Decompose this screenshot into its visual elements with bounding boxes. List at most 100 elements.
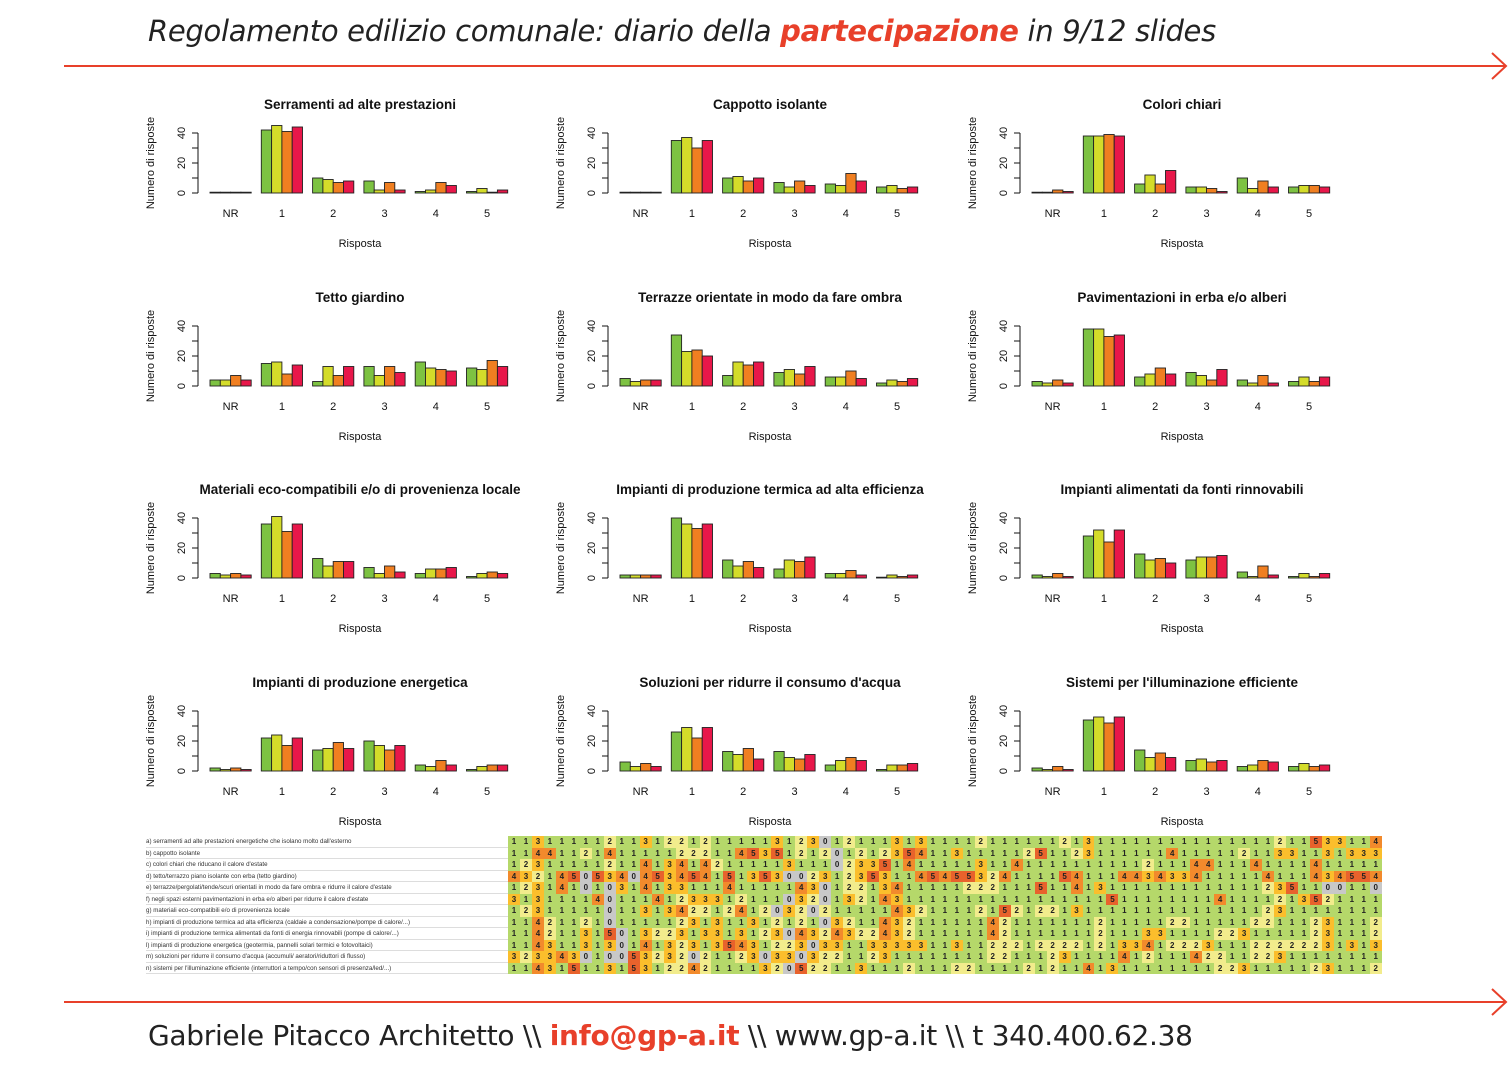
heatmap-cell: 1: [1285, 905, 1298, 917]
heatmap-cell: 1: [902, 870, 915, 882]
heatmap-cell: 3: [1333, 836, 1346, 848]
heatmap-cell: 1: [807, 847, 820, 859]
x-tick-label: 4: [433, 786, 439, 798]
bar: [343, 561, 355, 579]
heatmap-cell: 4: [831, 928, 844, 940]
heatmap-cell: 1: [711, 951, 724, 963]
bar: [742, 180, 754, 194]
x-tick-label: NR: [223, 208, 239, 220]
y-tick-label: 40: [998, 320, 1010, 332]
heatmap-cell: 1: [879, 836, 891, 848]
bar: [496, 366, 509, 387]
heatmap-cell: 1: [1226, 847, 1239, 859]
heatmap-cell: 1: [1070, 951, 1083, 963]
bar: [1247, 576, 1259, 579]
heatmap-cell: 2: [807, 893, 820, 905]
heatmap-cell: 1: [962, 939, 975, 951]
heatmap-cell: 1: [1178, 836, 1191, 848]
x-tick-label: 2: [740, 593, 746, 605]
bar-chart: Impianti di produzione energetica 0 20 40 Nu…: [140, 668, 540, 838]
heatmap-cell: 1: [1250, 905, 1263, 917]
bar: [414, 764, 426, 772]
heatmap-cell: 5: [962, 870, 975, 882]
heatmap-cell: 1: [771, 893, 784, 905]
heatmap-cell: 1: [651, 847, 664, 859]
bar-chart: Sistemi per l'illuminazione efficiente 0 2…: [962, 668, 1362, 838]
heatmap-cell: 3: [603, 939, 616, 951]
bar: [230, 573, 242, 579]
bar: [1165, 562, 1177, 579]
bar: [281, 531, 293, 579]
heatmap-cell: 1: [867, 882, 880, 894]
bar: [794, 758, 806, 772]
bar: [1103, 722, 1115, 772]
bar: [1093, 529, 1105, 579]
heatmap-cell: 1: [1321, 951, 1334, 963]
x-tick-label: 3: [1203, 593, 1209, 605]
heatmap-cell: 1: [639, 893, 652, 905]
heatmap-cell: 2: [1262, 882, 1274, 894]
bar: [486, 764, 498, 772]
heatmap-cell: 5: [627, 962, 640, 974]
heatmap-cell: 1: [567, 836, 580, 848]
heatmap-cell: 2: [663, 962, 676, 974]
bar: [291, 523, 303, 579]
bar: [1103, 336, 1115, 387]
heatmap-cell: 3: [1154, 928, 1167, 940]
heatmap-cell: 1: [508, 916, 520, 928]
bar: [394, 189, 406, 194]
heatmap-cell: 4: [1202, 859, 1215, 871]
bar: [271, 516, 283, 579]
heatmap-cell: 3: [687, 916, 700, 928]
heatmap-cell: 1: [938, 939, 951, 951]
heatmap-cell: 4: [699, 859, 712, 871]
heatmap-cell: 1: [1333, 893, 1346, 905]
heatmap-cell: 1: [1118, 916, 1131, 928]
heatmap-cell: 1: [1357, 951, 1370, 963]
heatmap-cell: 5: [1106, 893, 1119, 905]
heatmap-cell: 3: [1357, 847, 1370, 859]
heatmap-row-label: i) impianti di produzione termica alimen…: [146, 928, 508, 940]
bar: [1308, 185, 1320, 194]
bar: [1267, 761, 1279, 772]
heatmap-cell: 2: [950, 962, 963, 974]
bar: [445, 370, 457, 387]
bar: [824, 573, 836, 579]
heatmap-cell: 1: [938, 928, 951, 940]
bar: [1206, 761, 1218, 772]
heatmap-cell: 1: [747, 928, 760, 940]
heatmap-cell: 3: [1130, 939, 1143, 951]
bar: [332, 182, 344, 194]
heatmap-cell: 1: [1285, 928, 1298, 940]
bar: [794, 180, 806, 194]
heatmap-cell: 1: [1142, 847, 1155, 859]
x-tick-label: 1: [1101, 401, 1107, 413]
heatmap-cell: 1: [627, 847, 640, 859]
bar: [486, 571, 498, 579]
heatmap-cell: 1: [902, 882, 915, 894]
heatmap-cell: 1: [926, 939, 939, 951]
bar: [1093, 135, 1105, 194]
heatmap-cell: 0: [1333, 882, 1346, 894]
heatmap-cell: 3: [711, 893, 724, 905]
bar: [271, 125, 283, 194]
x-tick-label: 5: [894, 786, 900, 798]
bar: [886, 185, 898, 194]
x-tick-label: 3: [791, 786, 797, 798]
heatmap-cell: 3: [603, 870, 616, 882]
heatmap-cell: 2: [974, 905, 987, 917]
heatmap-cell: 1: [1166, 893, 1179, 905]
bar: [343, 366, 355, 387]
x-tick-label: NR: [223, 401, 239, 413]
heatmap-cell: 1: [998, 847, 1011, 859]
x-axis-label: Risposta: [749, 238, 793, 250]
footer-email-link[interactable]: info@gp-a.it: [549, 1019, 740, 1052]
chart-title: Impianti di produzione energetica: [252, 675, 468, 690]
heatmap-cell: 4: [531, 939, 544, 951]
heatmap-cell: 0: [627, 870, 640, 882]
heatmap-cell: 2: [795, 905, 808, 917]
heatmap-cell: 3: [974, 859, 987, 871]
heatmap-cell: 1: [519, 836, 532, 848]
heatmap-cell: 1: [1250, 836, 1263, 848]
bar-chart: Impianti alimentati da fonti rinnovabili…: [962, 475, 1362, 645]
